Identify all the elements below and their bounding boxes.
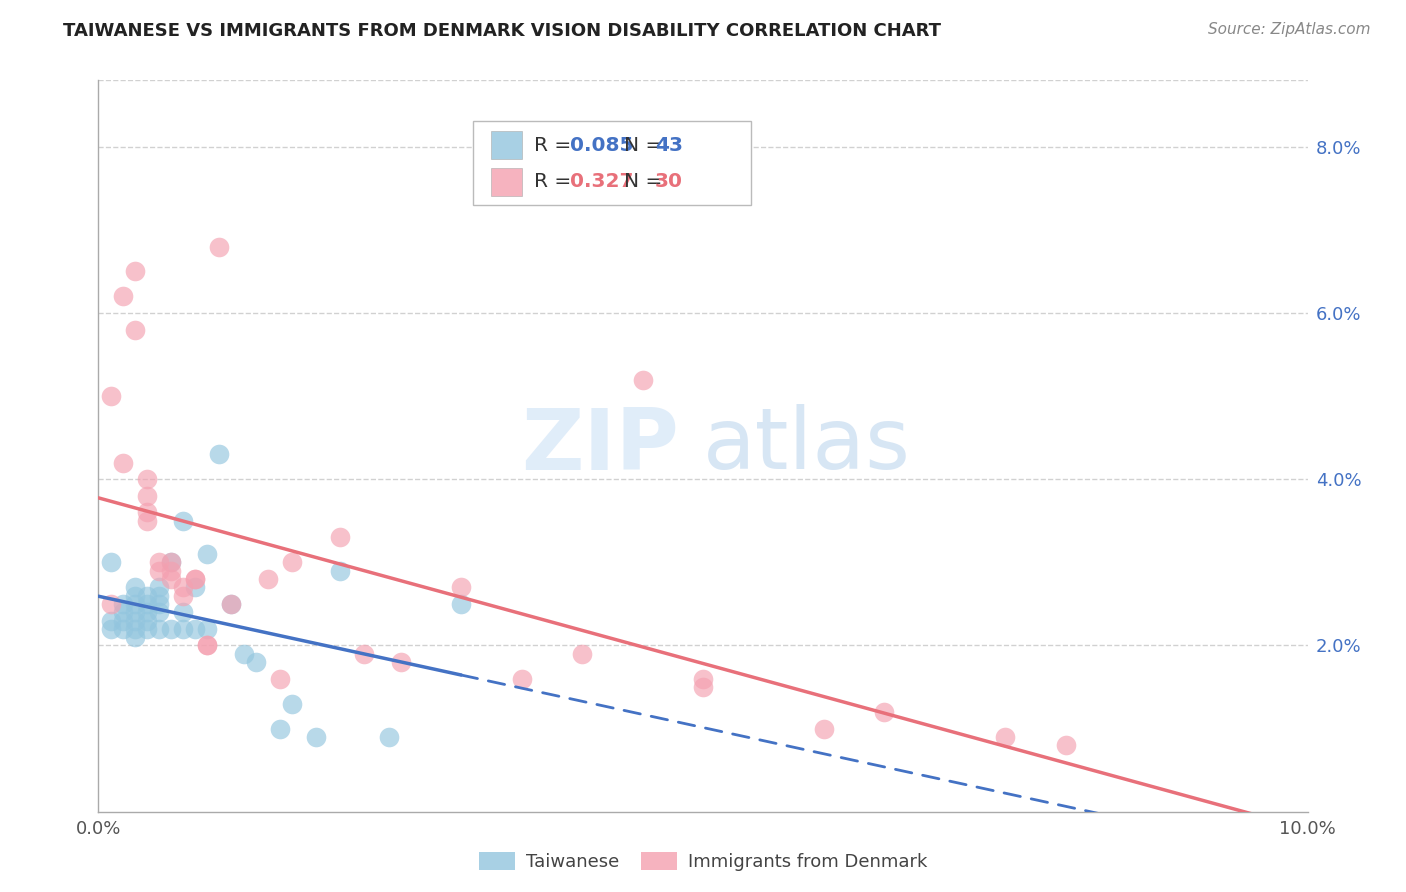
Point [135,514,157,528]
Point [1054,738,1077,752]
Legend: Taiwanese, Immigrants from Denmark: Taiwanese, Immigrants from Denmark [471,845,935,879]
Point [100,389,122,403]
Point [111,614,134,628]
FancyBboxPatch shape [474,120,751,204]
Point [184,580,207,594]
Point [160,572,183,586]
Point [148,580,170,594]
Point [124,605,146,619]
Point [450,597,472,611]
Text: TAIWANESE VS IMMIGRANTS FROM DENMARK VISION DISABILITY CORRELATION CHART: TAIWANESE VS IMMIGRANTS FROM DENMARK VIS… [63,22,941,40]
Text: 0.085: 0.085 [569,136,634,155]
Point [329,564,352,578]
Point [111,289,134,303]
Point [510,672,533,686]
Point [124,597,146,611]
Point [148,589,170,603]
Point [353,647,375,661]
Point [994,730,1017,744]
Point [172,605,194,619]
Text: N =: N = [624,136,662,155]
Point [135,605,157,619]
Point [124,580,146,594]
Point [100,597,122,611]
Point [100,622,122,636]
Point [329,530,352,544]
Point [172,589,194,603]
Point [172,514,194,528]
Point [135,506,157,520]
Point [305,730,328,744]
Point [813,722,835,736]
Point [148,605,170,619]
Point [631,372,654,386]
Point [873,705,896,719]
Point [111,605,134,619]
Point [124,323,146,337]
Point [377,730,399,744]
Point [281,555,304,569]
Point [692,672,714,686]
Point [389,655,412,669]
Text: R =: R = [534,172,571,192]
FancyBboxPatch shape [492,131,522,160]
Point [124,614,146,628]
Point [172,580,194,594]
Point [245,655,267,669]
Point [195,639,218,653]
Point [160,555,183,569]
Point [124,589,146,603]
Point [100,614,122,628]
Point [221,597,243,611]
Point [124,630,146,644]
Point [232,647,254,661]
Point [148,564,170,578]
Point [450,580,472,594]
Point [281,697,304,711]
Text: ZIP: ZIP [522,404,679,488]
Point [195,622,218,636]
Text: N =: N = [624,172,662,192]
Point [148,622,170,636]
Point [160,555,183,569]
Point [100,555,122,569]
Text: 43: 43 [655,136,683,155]
Point [221,597,243,611]
Point [160,564,183,578]
Point [111,597,134,611]
Point [184,572,207,586]
Text: 0.327: 0.327 [569,172,634,192]
Point [160,622,183,636]
Point [172,622,194,636]
Point [208,447,231,461]
Text: atlas: atlas [703,404,911,488]
Point [135,589,157,603]
Point [135,472,157,486]
Point [184,572,207,586]
Point [135,597,157,611]
Point [148,597,170,611]
Text: R =: R = [534,136,571,155]
FancyBboxPatch shape [492,168,522,196]
Point [195,547,218,561]
Point [256,572,278,586]
Point [111,622,134,636]
Point [111,456,134,470]
Point [135,622,157,636]
Point [124,264,146,278]
Point [269,722,291,736]
Point [195,639,218,653]
Point [269,672,291,686]
Point [692,680,714,694]
Point [148,555,170,569]
Point [184,622,207,636]
Point [135,489,157,503]
Point [135,614,157,628]
Point [208,239,231,253]
Point [124,622,146,636]
Text: Source: ZipAtlas.com: Source: ZipAtlas.com [1208,22,1371,37]
Point [571,647,593,661]
Text: 30: 30 [655,172,683,192]
